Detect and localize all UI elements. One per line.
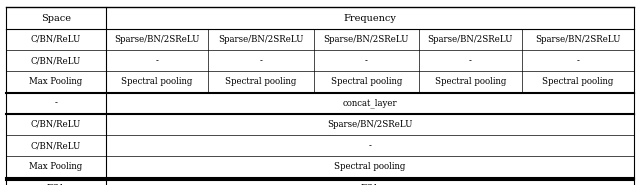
Text: -: - bbox=[156, 56, 158, 65]
Text: concat_layer: concat_layer bbox=[342, 98, 397, 108]
Text: -: - bbox=[259, 56, 262, 65]
Text: C/BN/ReLU: C/BN/ReLU bbox=[31, 141, 81, 150]
Text: Max Pooling: Max Pooling bbox=[29, 77, 83, 86]
Text: Spectral pooling: Spectral pooling bbox=[435, 77, 506, 86]
Text: Space: Space bbox=[41, 14, 71, 23]
Text: Frequency: Frequency bbox=[343, 14, 396, 23]
Text: FC1: FC1 bbox=[360, 184, 379, 185]
Text: C/BN/ReLU: C/BN/ReLU bbox=[31, 120, 81, 129]
Text: C/BN/ReLU: C/BN/ReLU bbox=[31, 56, 81, 65]
Text: Spectral pooling: Spectral pooling bbox=[334, 162, 405, 171]
Text: Max Pooling: Max Pooling bbox=[29, 162, 83, 171]
Text: Spectral pooling: Spectral pooling bbox=[121, 77, 193, 86]
Text: -: - bbox=[469, 56, 472, 65]
Text: Spectral pooling: Spectral pooling bbox=[225, 77, 296, 86]
Text: Sparse/BN/2SReLU: Sparse/BN/2SReLU bbox=[428, 35, 513, 44]
Text: -: - bbox=[54, 99, 58, 108]
Text: Sparse/BN/2SReLU: Sparse/BN/2SReLU bbox=[327, 120, 412, 129]
Text: Spectral pooling: Spectral pooling bbox=[331, 77, 402, 86]
Text: FC1: FC1 bbox=[47, 184, 65, 185]
Text: Sparse/BN/2SReLU: Sparse/BN/2SReLU bbox=[535, 35, 620, 44]
Text: C/BN/ReLU: C/BN/ReLU bbox=[31, 35, 81, 44]
Text: Sparse/BN/2SReLU: Sparse/BN/2SReLU bbox=[218, 35, 303, 44]
Text: Spectral pooling: Spectral pooling bbox=[542, 77, 613, 86]
Text: -: - bbox=[576, 56, 579, 65]
Text: Sparse/BN/2SReLU: Sparse/BN/2SReLU bbox=[324, 35, 409, 44]
Text: Sparse/BN/2SReLU: Sparse/BN/2SReLU bbox=[114, 35, 200, 44]
Text: -: - bbox=[368, 141, 371, 150]
Text: -: - bbox=[365, 56, 368, 65]
